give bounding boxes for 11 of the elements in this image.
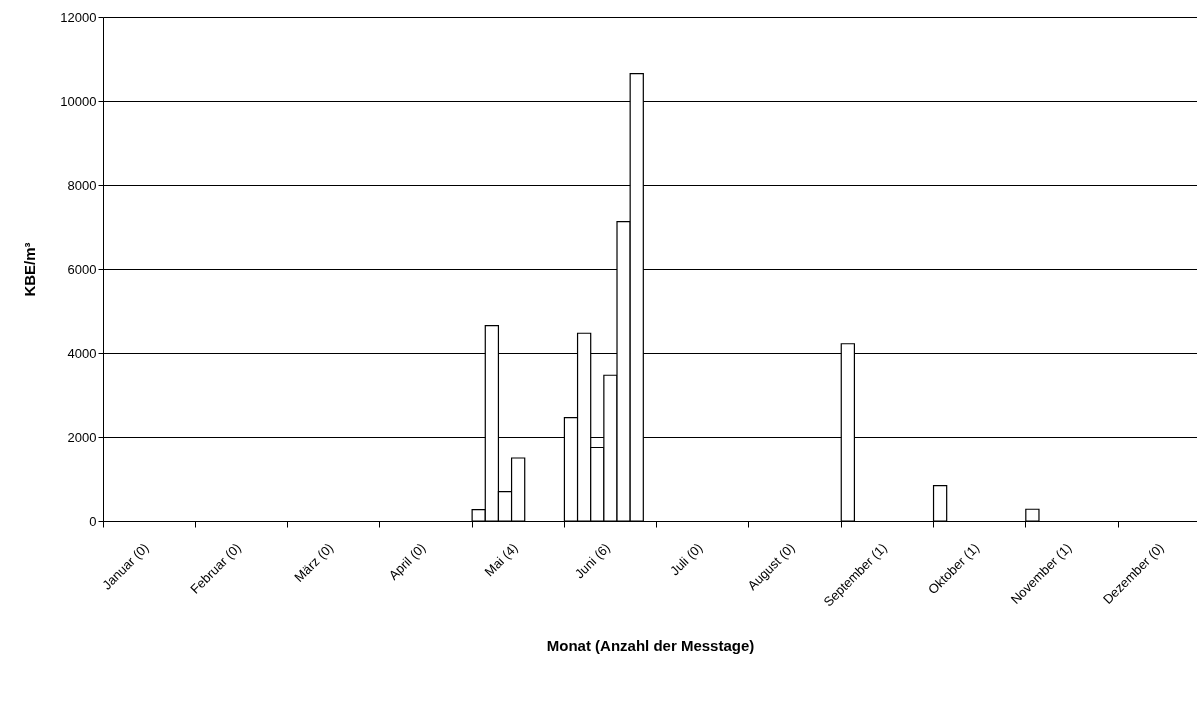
y-axis-title: KBE/m³	[21, 242, 39, 297]
x-tick-label: Juli (0)	[667, 540, 706, 579]
x-tick-label: Mai (4)	[481, 540, 521, 580]
y-tick-label: 8000	[67, 177, 97, 193]
y-tick-label: 10000	[60, 93, 97, 109]
y-tick-label: 4000	[67, 345, 97, 361]
y-tick-label: 12000	[60, 9, 97, 25]
x-axis-title: Monat (Anzahl der Messtage)	[546, 637, 755, 655]
y-tick-label: 6000	[67, 261, 97, 277]
y-tick-label: 2000	[67, 429, 97, 445]
y-tick-label: 0	[89, 513, 97, 529]
